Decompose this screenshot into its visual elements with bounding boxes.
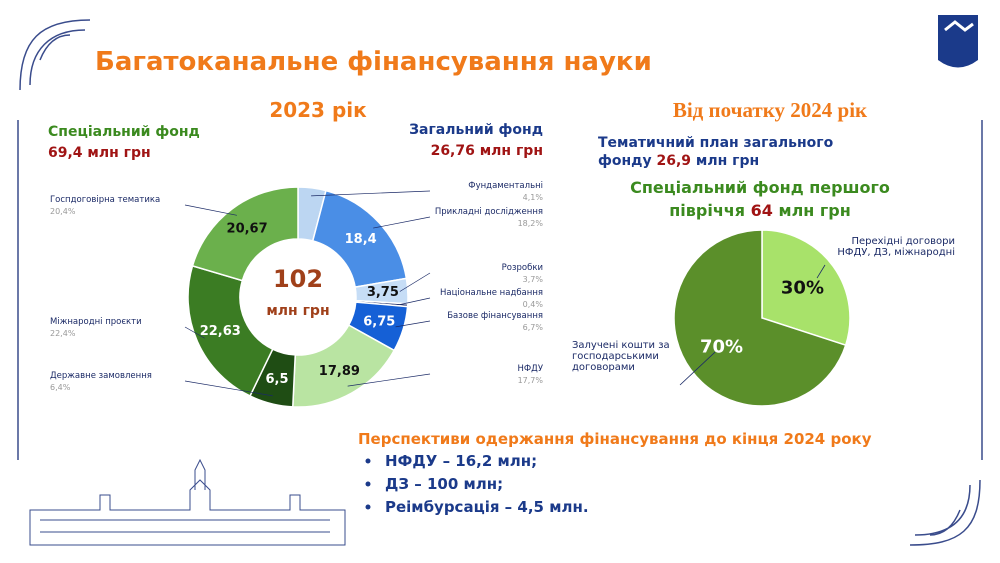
value-label: 3,75 <box>367 285 399 300</box>
share-label: 18,2% <box>518 219 544 228</box>
share-label: 22,4% <box>50 329 76 338</box>
plan-prefix: фонду <box>598 153 652 169</box>
right-heading: Від початку 2024 рік <box>673 98 868 122</box>
logo <box>938 15 978 68</box>
segment <box>187 264 274 397</box>
share-label: 6,4% <box>50 383 71 392</box>
special-line: півріччя 64 млн грн <box>669 201 851 220</box>
share-label: 20,4% <box>50 207 76 216</box>
share-label: 3,7% <box>523 275 544 284</box>
share-label: 6,7% <box>523 323 544 332</box>
fund-amount: 69,4 млн грн <box>48 145 151 161</box>
leader-line <box>399 297 431 305</box>
value-label: 6,5 <box>266 372 289 387</box>
prospect-item: ДЗ – 100 млн; <box>385 475 503 493</box>
prospect-item: НФДУ – 16,2 млн; <box>385 452 537 470</box>
category-label: Національне надбання <box>440 288 543 298</box>
category-label: Державне замовлення <box>50 371 152 381</box>
leader-line <box>816 264 826 279</box>
share-label: 0,4% <box>523 300 544 309</box>
value-label: 17,89 <box>319 364 360 379</box>
prospects-heading: Перспективи одержання фінансування до кі… <box>358 430 872 448</box>
value-label: 18,4 <box>345 232 377 247</box>
leader-line <box>184 204 237 216</box>
title: Багатоканальне фінансування науки <box>95 47 652 77</box>
special-unit: млн грн <box>778 201 850 220</box>
value-label: 6,75 <box>363 314 395 329</box>
plan-line: Тематичний план загального <box>598 135 834 151</box>
fund-label: Спеціальний фонд <box>48 124 200 140</box>
plan-amount: 26,9 <box>657 153 692 169</box>
category-label: Перехідні договори НФДУ, ДЗ, міжнародні <box>837 236 955 258</box>
leader-line <box>399 272 431 292</box>
leader-line <box>184 326 205 339</box>
leader-line <box>679 351 716 386</box>
share-label: 17,7% <box>518 376 544 385</box>
category-label: Прикладні дослідження <box>435 207 543 217</box>
plan-unit: млн грн <box>696 153 759 169</box>
leader-line <box>373 216 431 229</box>
category-label: НФДУ <box>517 364 543 374</box>
value-label: 22,63 <box>200 324 241 339</box>
bullet <box>365 504 371 510</box>
plan-line: фонду 26,9 млн грн <box>598 153 759 169</box>
center-value: 102 <box>273 265 323 293</box>
fund-label: Загальний фонд <box>409 122 543 138</box>
value-label: 20,67 <box>227 221 268 236</box>
ornament <box>17 19 983 546</box>
left-heading: 2023 рік <box>269 98 367 122</box>
fund-amount: 26,76 млн грн <box>431 143 543 159</box>
value-label: 30% <box>781 278 824 299</box>
category-label: Залучені кошти за господарськими договор… <box>572 340 670 373</box>
bullet <box>365 458 371 464</box>
value-label: 70% <box>700 336 743 357</box>
segment <box>191 186 299 282</box>
segment <box>673 229 847 407</box>
leader-line <box>347 373 431 387</box>
special-prefix: півріччя <box>669 201 745 220</box>
special-line: Спеціальний фонд першого <box>630 178 890 197</box>
share-label: 4,1% <box>523 193 544 202</box>
center-unit: млн грн <box>266 303 329 319</box>
category-label: Базове фінансування <box>447 311 543 321</box>
leader-line <box>184 380 273 397</box>
leader-line <box>311 190 431 197</box>
category-label: Госпдоговірна тематика <box>50 195 160 205</box>
segment <box>761 229 851 347</box>
prospect-item: Реімбурсація – 4,5 млн. <box>385 498 589 516</box>
special-amount: 64 <box>751 201 773 220</box>
leader-line <box>395 320 431 328</box>
building <box>29 458 346 546</box>
category-label: Розробки <box>502 263 543 273</box>
category-label: Міжнародні проєкти <box>50 317 142 327</box>
bullet <box>365 481 371 487</box>
category-label: Фундаментальні <box>468 181 543 191</box>
